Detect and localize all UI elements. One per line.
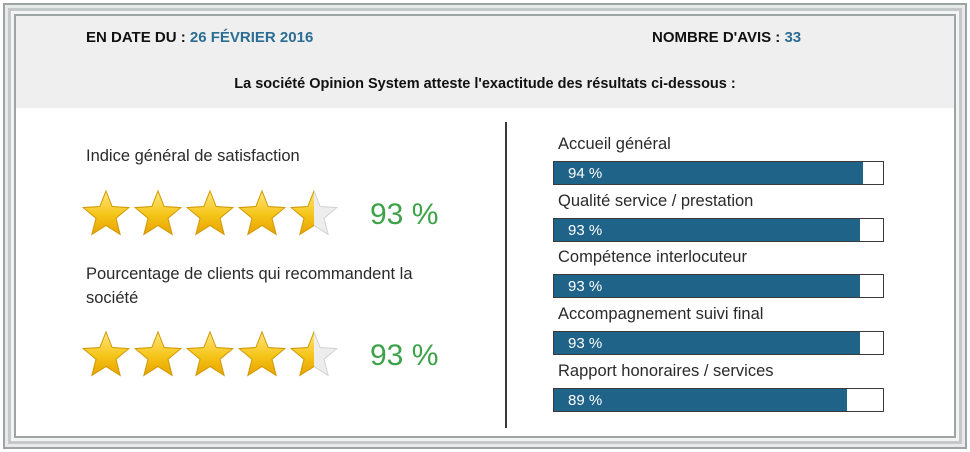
criterion-bar-rapport: 89 % xyxy=(553,388,884,412)
star-icon xyxy=(133,189,183,236)
satisfaction-label: Indice général de satisfaction xyxy=(86,147,300,165)
criterion-value: 93 % xyxy=(568,222,603,239)
criterion-bar-fill xyxy=(554,389,847,411)
star-icon xyxy=(81,189,131,236)
column-divider xyxy=(505,122,507,428)
recommendation-stars xyxy=(80,330,340,380)
criterion-value: 93 % xyxy=(568,278,603,295)
criterion-label-rapport: Rapport honoraires / services xyxy=(558,362,774,380)
recommendation-label: Pourcentage de clients qui recommandent … xyxy=(86,265,413,307)
star-icon xyxy=(237,330,287,377)
review-count: NOMBRE D'AVIS : 33 xyxy=(652,29,801,46)
recommendation-percent: 93 % xyxy=(370,339,439,372)
satisfaction-percent: 93 % xyxy=(370,198,439,231)
certificate-header: EN DATE DU : 26 FÉVRIER 2016 NOMBRE D'AV… xyxy=(16,16,954,108)
review-date: EN DATE DU : 26 FÉVRIER 2016 xyxy=(86,29,313,46)
star-icon xyxy=(237,189,287,236)
criterion-bar-accueil: 94 % xyxy=(553,161,884,185)
review-date-value: 26 FÉVRIER 2016 xyxy=(189,29,314,46)
certificate-panel: EN DATE DU : 26 FÉVRIER 2016 NOMBRE D'AV… xyxy=(14,14,956,438)
criterion-value: 93 % xyxy=(568,335,603,352)
attestation-text: La société Opinion System atteste l'exac… xyxy=(234,76,736,92)
star-icon xyxy=(81,330,131,377)
criterion-label-accueil: Accueil général xyxy=(558,135,671,153)
review-date-label: EN DATE DU : xyxy=(86,29,190,46)
criterion-label-competence: Compétence interlocuteur xyxy=(558,248,747,266)
star-icon xyxy=(289,330,339,377)
criterion-value: 94 % xyxy=(568,165,603,182)
review-count-label: NOMBRE D'AVIS : xyxy=(652,29,785,46)
satisfaction-stars xyxy=(80,189,340,239)
criterion-bar-fill xyxy=(554,162,863,184)
star-icon xyxy=(185,330,235,377)
criterion-label-qualite: Qualité service / prestation xyxy=(558,192,754,210)
criterion-bar-accompagnement: 93 % xyxy=(553,331,884,355)
star-icon xyxy=(133,330,183,377)
star-icon xyxy=(289,189,339,236)
review-count-value: 33 xyxy=(784,29,802,46)
criterion-value: 89 % xyxy=(568,392,603,409)
criterion-bar-qualite: 93 % xyxy=(553,218,884,242)
star-icon xyxy=(185,189,235,236)
criterion-bar-competence: 93 % xyxy=(553,274,884,298)
criterion-bar-fill xyxy=(554,219,860,241)
criterion-bar-fill xyxy=(554,332,860,354)
criterion-bar-fill xyxy=(554,275,860,297)
criterion-label-accompagnement: Accompagnement suivi final xyxy=(558,305,764,323)
